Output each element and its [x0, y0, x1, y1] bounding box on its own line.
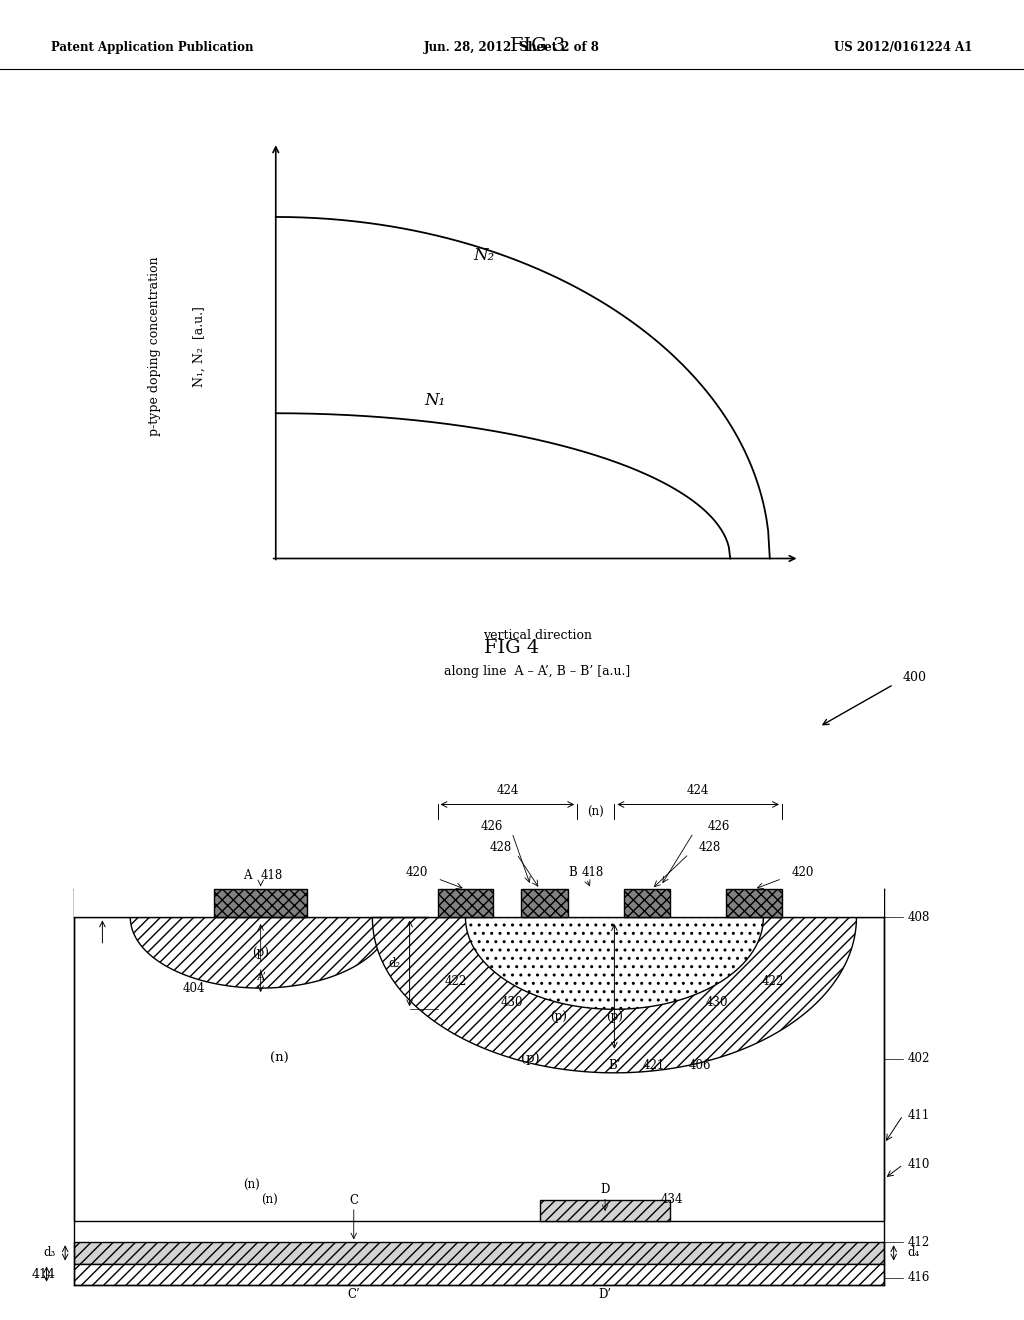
Text: 410: 410 — [907, 1158, 930, 1171]
Text: D: D — [600, 1184, 609, 1196]
Text: (p): (p) — [521, 1052, 540, 1065]
Text: 408: 408 — [907, 911, 930, 924]
Bar — [437, 890, 494, 917]
Text: p-type doping concentration: p-type doping concentration — [148, 256, 161, 437]
Text: 418: 418 — [261, 869, 283, 882]
Text: A: A — [243, 869, 251, 882]
Text: along line  A – A’, B – B’ [a.u.]: along line A – A’, B – B’ [a.u.] — [444, 665, 631, 678]
Bar — [75, 1242, 885, 1263]
Text: vertical direction: vertical direction — [483, 628, 592, 642]
Text: 422: 422 — [762, 974, 783, 987]
Text: 406: 406 — [689, 1059, 712, 1072]
Text: 420: 420 — [406, 866, 428, 879]
Text: (n): (n) — [243, 1179, 260, 1192]
Text: C: C — [349, 1195, 358, 1206]
Text: (n): (n) — [588, 805, 604, 818]
Bar — [75, 1263, 885, 1284]
Text: D’: D’ — [599, 1288, 611, 1302]
Text: 424: 424 — [497, 784, 518, 797]
Bar — [540, 1200, 671, 1221]
Text: N₂: N₂ — [473, 247, 495, 264]
Text: (p): (p) — [252, 946, 269, 960]
Text: N₁, N₂  [a.u.]: N₁, N₂ [a.u.] — [194, 306, 206, 387]
Text: (p): (p) — [606, 1010, 623, 1023]
Text: 411: 411 — [907, 1109, 930, 1122]
Polygon shape — [130, 917, 391, 989]
Text: 416: 416 — [907, 1271, 930, 1284]
Text: (n): (n) — [270, 1052, 289, 1065]
Text: (p): (p) — [550, 1010, 567, 1023]
Text: d₄: d₄ — [907, 1246, 920, 1259]
Text: FIG 3: FIG 3 — [510, 37, 565, 55]
Bar — [624, 890, 671, 917]
Text: 430: 430 — [706, 995, 728, 1008]
Text: 430: 430 — [501, 995, 523, 1008]
Text: 400: 400 — [903, 671, 927, 684]
Text: B’: B’ — [608, 1059, 621, 1072]
Bar — [214, 890, 307, 917]
Text: FIG 4: FIG 4 — [484, 639, 540, 656]
Text: d₂: d₂ — [388, 957, 400, 970]
Polygon shape — [373, 917, 856, 1073]
Text: 402: 402 — [907, 1052, 930, 1065]
Text: 421: 421 — [642, 1059, 665, 1072]
Text: 426: 426 — [708, 820, 730, 833]
Bar — [373, 847, 885, 917]
Text: 422: 422 — [445, 974, 467, 987]
Text: d₃: d₃ — [44, 1246, 56, 1259]
Text: Jun. 28, 2012  Sheet 2 of 8: Jun. 28, 2012 Sheet 2 of 8 — [424, 41, 600, 54]
Text: N₁: N₁ — [424, 392, 445, 409]
Text: d₁: d₁ — [76, 894, 88, 907]
Text: 418: 418 — [582, 866, 604, 879]
Text: 404: 404 — [182, 982, 205, 994]
Text: 412: 412 — [907, 1236, 930, 1249]
Text: 420: 420 — [792, 866, 814, 879]
Text: 428: 428 — [698, 841, 721, 854]
Text: 414: 414 — [32, 1267, 56, 1280]
Text: B: B — [568, 866, 578, 879]
Bar — [521, 890, 568, 917]
Bar — [75, 861, 587, 917]
Bar — [75, 917, 885, 1221]
Text: (n): (n) — [261, 1195, 279, 1206]
Text: 424: 424 — [687, 784, 710, 797]
Text: A’: A’ — [256, 973, 265, 982]
Text: Patent Application Publication: Patent Application Publication — [51, 41, 254, 54]
Text: 428: 428 — [489, 841, 512, 854]
Text: C’: C’ — [347, 1288, 360, 1302]
Bar — [726, 890, 782, 917]
Text: 426: 426 — [480, 820, 503, 833]
Text: 434: 434 — [660, 1193, 683, 1206]
Text: US 2012/0161224 A1: US 2012/0161224 A1 — [835, 41, 973, 54]
Polygon shape — [466, 917, 763, 1010]
